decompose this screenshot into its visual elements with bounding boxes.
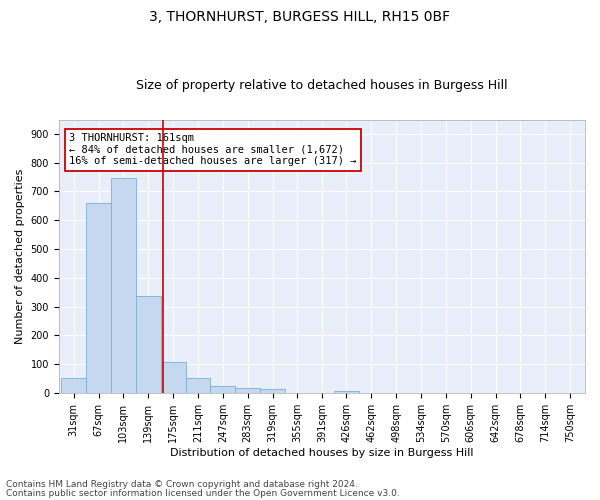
Title: Size of property relative to detached houses in Burgess Hill: Size of property relative to detached ho… (136, 79, 508, 92)
Bar (111, 178, 136, 393)
Bar (185, 378, 211, 393)
X-axis label: Distribution of detached houses by size in Burgess Hill: Distribution of detached houses by size … (170, 448, 473, 458)
Bar (211, 386, 235, 393)
Bar (161, 362, 185, 393)
Bar (61, 378, 86, 393)
Bar (260, 389, 285, 393)
Bar (86, 203, 111, 393)
Text: 3 THORNHURST: 161sqm
← 84% of detached houses are smaller (1,672)
16% of semi-de: 3 THORNHURST: 161sqm ← 84% of detached h… (70, 133, 357, 166)
Bar (334, 390, 359, 393)
Y-axis label: Number of detached properties: Number of detached properties (15, 168, 25, 344)
Text: 3, THORNHURST, BURGESS HILL, RH15 0BF: 3, THORNHURST, BURGESS HILL, RH15 0BF (149, 10, 451, 24)
Text: Contains public sector information licensed under the Open Government Licence v3: Contains public sector information licen… (6, 488, 400, 498)
Text: Contains HM Land Registry data © Crown copyright and database right 2024.: Contains HM Land Registry data © Crown c… (6, 480, 358, 489)
Bar (235, 388, 260, 393)
Bar (136, 296, 161, 393)
